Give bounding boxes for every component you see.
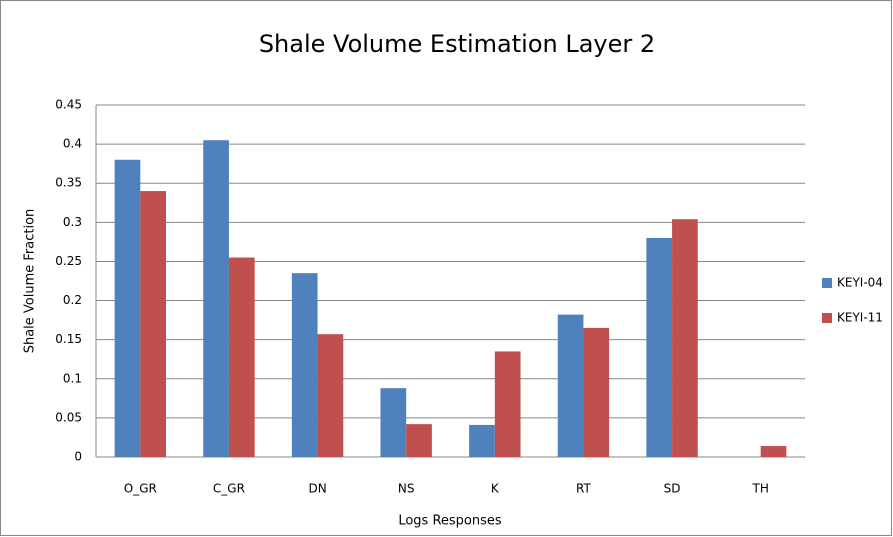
y-tick-label: 0.05	[55, 410, 82, 424]
bar	[672, 219, 698, 457]
bar	[469, 424, 495, 457]
bar	[203, 140, 229, 457]
y-tick-label: 0.2	[63, 293, 82, 307]
bar	[583, 327, 610, 457]
legend-swatch	[822, 313, 832, 323]
bar	[317, 334, 344, 457]
y-tick-label: 0.15	[55, 332, 82, 346]
y-tick-label: 0	[74, 450, 82, 464]
bar	[646, 237, 673, 457]
x-tick-label: DN	[308, 482, 326, 496]
y-tick-label: 0.25	[55, 254, 82, 268]
y-tick-label: 0.45	[55, 98, 82, 112]
x-tick-label: SD	[664, 482, 681, 496]
bar	[406, 424, 432, 457]
x-tick-label: O_GR	[124, 482, 157, 496]
bar	[228, 257, 255, 457]
x-tick-label: K	[491, 482, 500, 496]
legend-label: KEYI-11	[837, 311, 883, 325]
bar	[557, 314, 584, 457]
y-axis-title: Shale Volume Fraction	[23, 209, 38, 354]
bar	[140, 191, 167, 458]
legend-swatch	[822, 278, 832, 288]
bar	[494, 351, 521, 457]
x-tick-label: TH	[752, 482, 769, 496]
y-tick-label: 0.35	[55, 176, 82, 190]
x-tick-label: RT	[576, 482, 591, 496]
x-axis-title: Logs Responses	[398, 514, 502, 529]
bar	[380, 388, 407, 457]
y-tick-label: 0.1	[63, 371, 82, 385]
x-tick-label: NS	[398, 482, 415, 496]
bar	[114, 159, 141, 457]
bar	[291, 273, 318, 457]
legend-label: KEYI-04	[837, 276, 883, 290]
y-tick-label: 0.3	[63, 215, 82, 229]
y-tick-label: 0.4	[63, 137, 82, 151]
x-tick-label: C_GR	[213, 482, 245, 496]
chart-title: Shale Volume Estimation Layer 2	[259, 30, 655, 58]
bar	[760, 446, 787, 457]
